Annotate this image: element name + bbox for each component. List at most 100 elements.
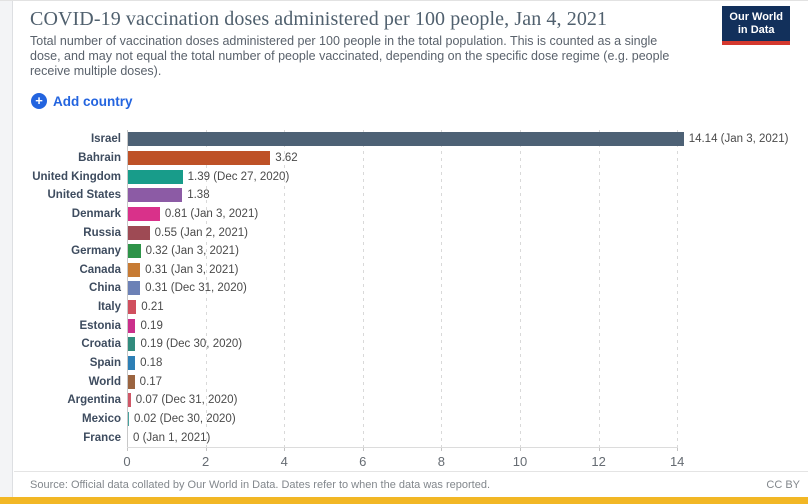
axis-tick — [520, 447, 521, 451]
axis-tick — [127, 447, 128, 451]
bar[interactable] — [128, 188, 183, 203]
axis-tick — [362, 447, 364, 451]
axis-tick-label: 10 — [512, 454, 528, 469]
country-label[interactable]: France — [83, 431, 121, 444]
bar[interactable] — [128, 225, 150, 240]
bar-row: World 0.17 — [0, 372, 808, 391]
bar[interactable] — [128, 412, 129, 427]
axis-tick-label: 6 — [359, 454, 367, 469]
add-country-button[interactable]: + Add country — [31, 93, 133, 109]
bar-row: Spain 0.18 — [0, 354, 808, 373]
bar[interactable] — [128, 356, 136, 371]
bar-row: Germany 0.32 (Jan 3, 2021) — [0, 242, 808, 261]
bar-row: Canada 0.31 (Jan 3, 2021) — [0, 261, 808, 280]
value-label: 1.39 (Dec 27, 2020) — [187, 170, 290, 183]
country-label[interactable]: Italy — [97, 301, 121, 314]
country-label[interactable]: Mexico — [82, 413, 121, 426]
axis-tick — [441, 447, 443, 451]
bar-row: Mexico 0.02 (Dec 30, 2020) — [0, 410, 808, 429]
bar-row: United States 1.38 — [0, 186, 808, 205]
x-axis-line — [127, 447, 679, 448]
bar[interactable] — [128, 300, 137, 315]
gridline — [441, 130, 443, 447]
plus-icon: + — [31, 93, 47, 109]
y-axis-line — [127, 130, 128, 447]
bar[interactable] — [128, 244, 141, 259]
source-note: Source: Official data collated by Our Wo… — [30, 479, 490, 491]
value-label: 0.81 (Jan 3, 2021) — [164, 207, 259, 220]
gridline — [677, 130, 679, 447]
bar[interactable] — [128, 281, 141, 296]
bar[interactable] — [128, 262, 141, 277]
value-label: 0.19 (Dec 30, 2020) — [140, 338, 243, 351]
bar[interactable] — [128, 132, 684, 147]
value-label: 0.32 (Jan 3, 2021) — [145, 245, 239, 258]
value-label: 3.62 — [275, 151, 298, 164]
bar-row: Israel 14.14 (Jan 3, 2021) — [0, 130, 808, 149]
value-label: 0.18 — [140, 357, 163, 370]
axis-tick-label: 2 — [201, 454, 210, 469]
bar-row: Italy 0.21 — [0, 298, 808, 317]
bar[interactable] — [128, 318, 136, 333]
country-label[interactable]: Bahrain — [78, 151, 121, 164]
country-label[interactable]: United Kingdom — [32, 170, 121, 183]
bar[interactable] — [128, 393, 131, 408]
country-label[interactable]: United States — [47, 189, 122, 202]
value-label: 0.17 — [139, 375, 163, 388]
value-label: 0.31 (Dec 31, 2020) — [145, 282, 247, 295]
bar-row: France 0 (Jan 1, 2021) — [0, 428, 808, 447]
gridline — [362, 130, 364, 447]
left-gutter — [0, 1, 13, 504]
bar-row: Bahrain 3.62 — [0, 149, 808, 168]
bar[interactable] — [128, 169, 183, 184]
country-label[interactable]: China — [89, 282, 121, 295]
gridline — [598, 130, 600, 447]
value-label: 0.02 (Dec 30, 2020) — [134, 413, 236, 426]
country-label[interactable]: Croatia — [81, 338, 121, 351]
value-label: 1.38 — [187, 189, 210, 202]
axis-tick — [205, 447, 207, 451]
country-label[interactable]: World — [88, 375, 121, 388]
axis-tick-label: 12 — [591, 454, 606, 469]
country-label[interactable]: Germany — [71, 245, 121, 258]
value-label: 14.14 (Jan 3, 2021) — [688, 133, 789, 146]
owid-logo: Our World in Data — [722, 6, 790, 45]
add-country-label: Add country — [53, 93, 133, 109]
axis-tick-label: 8 — [437, 454, 446, 469]
bar[interactable] — [128, 206, 160, 221]
country-label[interactable]: Spain — [89, 357, 121, 370]
bar-row: Argentina 0.07 (Dec 31, 2020) — [0, 391, 808, 410]
bar-row: Russia 0.55 (Jan 2, 2021) — [0, 223, 808, 242]
plot-area: 0 2 4 6 8 10 12 14 Israel 14.14 (Jan 3, 2021) Bahr… — [0, 130, 808, 469]
license-link[interactable]: CC BY — [766, 479, 800, 491]
value-label: 0.19 — [140, 319, 163, 332]
bar-row: Denmark 0.81 (Jan 3, 2021) — [0, 205, 808, 224]
country-label[interactable]: Denmark — [71, 207, 121, 220]
chart-subtitle: Total number of vaccination doses admini… — [30, 34, 670, 78]
gridline — [205, 130, 207, 447]
axis-tick — [284, 447, 286, 451]
bar-row: United Kingdom 1.39 (Dec 27, 2020) — [0, 167, 808, 186]
value-label: 0.21 — [141, 301, 164, 314]
value-label: 0.07 (Dec 31, 2020) — [135, 394, 238, 407]
bar[interactable] — [128, 150, 271, 165]
bar[interactable] — [128, 374, 135, 389]
axis-tick — [677, 447, 679, 451]
bottom-accent-bar — [0, 497, 808, 504]
bar-row: Croatia 0.19 (Dec 30, 2020) — [0, 335, 808, 354]
country-label[interactable]: Canada — [79, 263, 121, 276]
country-label[interactable]: Russia — [83, 226, 121, 239]
axis-tick-label: 14 — [669, 454, 685, 469]
country-label[interactable]: Estonia — [79, 319, 121, 332]
value-label: 0.31 (Jan 3, 2021) — [145, 263, 239, 276]
country-label[interactable]: Israel — [90, 133, 121, 146]
axis-tick-label: 0 — [123, 454, 131, 469]
chart-title: COVID-19 vaccination doses administered … — [30, 8, 608, 30]
bar[interactable] — [128, 337, 136, 352]
country-label[interactable]: Argentina — [67, 394, 121, 407]
axis-tick-label: 4 — [280, 454, 288, 469]
owid-logo-line2: in Data — [737, 24, 775, 36]
value-label: 0.55 (Jan 2, 2021) — [154, 226, 248, 239]
axis-tick — [598, 447, 600, 451]
